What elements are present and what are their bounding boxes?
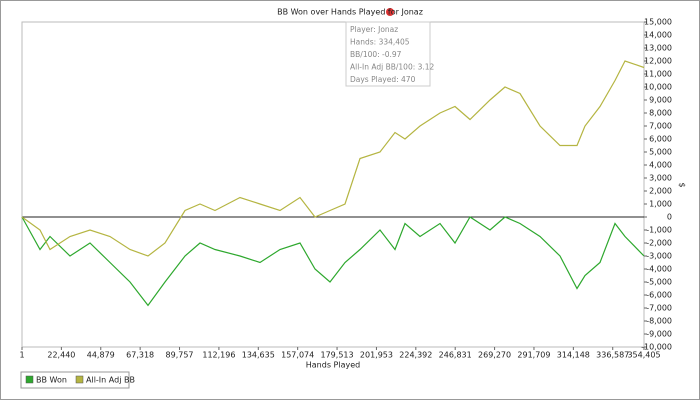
y-axis-label: $ bbox=[678, 182, 687, 187]
x-tick-label: 314,148 bbox=[557, 351, 590, 360]
tooltip-line: Hands: 334,405 bbox=[350, 38, 410, 47]
x-tick-label: 179,513 bbox=[321, 351, 354, 360]
x-tick-label: 44,879 bbox=[87, 351, 115, 360]
legend-label: BB Won bbox=[36, 376, 67, 385]
x-tick-label: 291,709 bbox=[517, 351, 550, 360]
y-tick-label: -8,000 bbox=[646, 317, 672, 326]
x-axis-label: Hands Played bbox=[306, 361, 360, 370]
y-tick-label: 3,000 bbox=[649, 174, 672, 183]
y-tick-label: -7,000 bbox=[646, 304, 672, 313]
y-tick-label: -4,000 bbox=[646, 265, 672, 274]
y-tick-label: 2,000 bbox=[649, 187, 672, 196]
y-tick-label: 11,000 bbox=[644, 70, 672, 79]
y-tick-label: -9,000 bbox=[646, 330, 672, 339]
series-line bbox=[21, 60, 645, 257]
y-tick-label: 10,000 bbox=[644, 83, 672, 92]
y-tick-label: 13,000 bbox=[644, 44, 672, 53]
x-tick-label: 354,405 bbox=[627, 351, 660, 360]
x-tick-label: 1 bbox=[19, 351, 24, 360]
tooltip-box bbox=[345, 21, 431, 87]
y-tick-label: 1,000 bbox=[649, 200, 672, 209]
x-tick-label: 224,392 bbox=[399, 351, 432, 360]
y-tick-label: 6,000 bbox=[649, 135, 672, 144]
y-tick-label: 15,000 bbox=[644, 18, 672, 27]
plot-area bbox=[21, 21, 645, 348]
y-tick-label: 8,000 bbox=[649, 109, 672, 118]
y-tick-label: 7,000 bbox=[649, 122, 672, 131]
y-tick-label: 14,000 bbox=[644, 31, 672, 40]
tooltip-line: Player: Jonaz bbox=[350, 25, 398, 34]
chart-title: BB Won over Hands Played for Jonaz bbox=[277, 8, 423, 17]
x-tick-label: 67,318 bbox=[126, 351, 154, 360]
x-tick-label: 89,757 bbox=[166, 351, 194, 360]
series-line bbox=[21, 216, 645, 307]
x-tick-label: 22,440 bbox=[47, 351, 75, 360]
y-tick-label: 9,000 bbox=[649, 96, 672, 105]
y-tick-label: -10,000 bbox=[641, 343, 672, 352]
y-tick-label: 4,000 bbox=[649, 161, 672, 170]
tooltip-line: Days Played: 470 bbox=[350, 75, 416, 84]
x-tick-label: 134,635 bbox=[242, 351, 275, 360]
legend-swatch bbox=[75, 375, 84, 384]
y-tick-label: 12,000 bbox=[644, 57, 672, 66]
y-tick-label: -5,000 bbox=[646, 278, 672, 287]
tooltip: Player: Jonaz Hands: 334,405 BB/100: -0.97… bbox=[345, 21, 435, 87]
player-icon bbox=[386, 8, 394, 16]
y-tick-label: -2,000 bbox=[646, 239, 672, 248]
tooltip-line: BB/100: -0.97 bbox=[350, 50, 402, 59]
legend bbox=[20, 371, 130, 389]
x-tick-label: 201,953 bbox=[360, 351, 393, 360]
legend-swatch bbox=[25, 375, 34, 384]
y-tick-label: -1,000 bbox=[646, 226, 672, 235]
tooltip-line: All-In Adj BB/100: 3.12 bbox=[350, 63, 435, 72]
x-tick-label: 269,270 bbox=[478, 351, 511, 360]
y-tick-label: 5,000 bbox=[649, 148, 672, 157]
x-tick-label: 157,074 bbox=[281, 351, 314, 360]
legend-label: All-In Adj BB bbox=[86, 376, 135, 385]
x-tick-label: 336,587 bbox=[596, 351, 629, 360]
y-tick-label: 0 bbox=[667, 213, 672, 222]
y-tick-label: -3,000 bbox=[646, 252, 672, 261]
x-tick-label: 112,196 bbox=[202, 351, 235, 360]
x-tick-label: 246,831 bbox=[439, 351, 472, 360]
y-tick-label: -6,000 bbox=[646, 291, 672, 300]
